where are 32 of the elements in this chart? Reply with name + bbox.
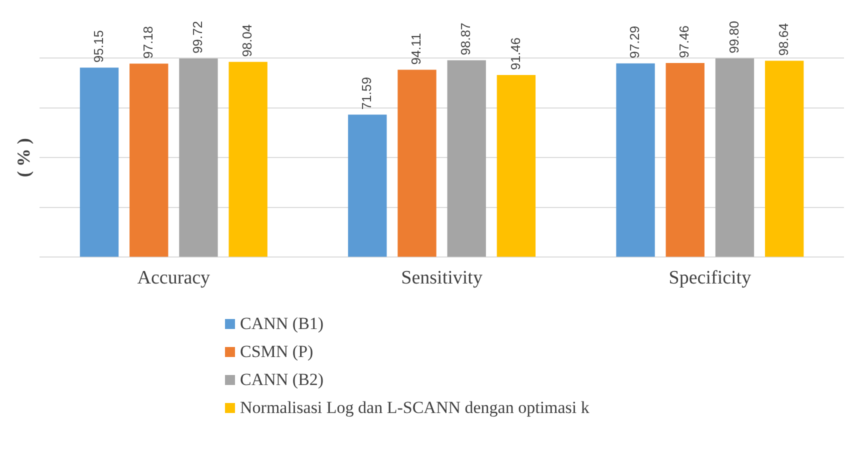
legend-label: CANN (B2) bbox=[240, 370, 324, 390]
data-label: 94.11 bbox=[408, 33, 424, 65]
data-label: 91.46 bbox=[508, 37, 523, 70]
bar bbox=[80, 68, 119, 257]
x-tick-label: Specificity bbox=[668, 268, 752, 289]
data-label: 98.64 bbox=[776, 23, 791, 56]
bar bbox=[496, 75, 536, 257]
data-label: 99.72 bbox=[190, 21, 206, 54]
data-label: 97.46 bbox=[676, 26, 692, 58]
y-axis-title: ( % ) bbox=[13, 138, 34, 178]
bar bbox=[666, 63, 704, 257]
x-tick-label: Sensitivity bbox=[401, 268, 483, 289]
legend-label: CSMN (P) bbox=[240, 342, 314, 362]
data-label: 98.87 bbox=[458, 22, 474, 56]
bar bbox=[348, 114, 387, 257]
bar bbox=[715, 58, 754, 257]
x-tick-label: Accuracy bbox=[137, 268, 211, 289]
data-label: 99.80 bbox=[726, 20, 742, 54]
data-label: 71.59 bbox=[358, 77, 374, 110]
bar bbox=[130, 64, 168, 257]
legend-label: CANN (B1) bbox=[240, 314, 324, 334]
bar bbox=[398, 70, 436, 257]
bar bbox=[447, 60, 486, 257]
data-label: 97.18 bbox=[140, 26, 156, 59]
data-label: 97.29 bbox=[627, 26, 642, 58]
data-label: 95.15 bbox=[90, 30, 106, 63]
bar bbox=[764, 60, 804, 257]
bar bbox=[228, 62, 268, 257]
data-label: 98.04 bbox=[240, 24, 255, 57]
legend-label: Normalisasi Log dan L-SCANN dengan optimasi k bbox=[240, 398, 590, 418]
bar bbox=[179, 58, 218, 257]
bar bbox=[616, 63, 655, 257]
